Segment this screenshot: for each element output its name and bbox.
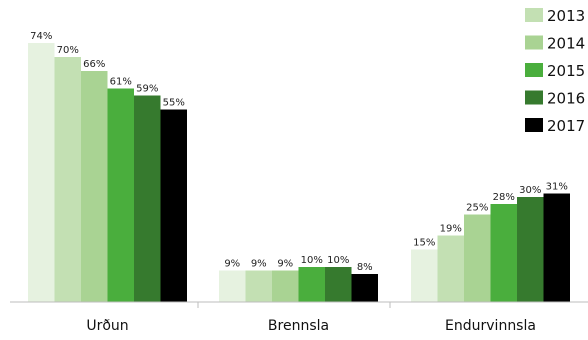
x-axis-separators xyxy=(197,302,391,308)
bar-endurvinnsla-2016 xyxy=(490,204,517,302)
value-label-brennsla-2016: 10% xyxy=(301,255,323,266)
bar-endurvinnsla-2015 xyxy=(464,214,491,302)
bars-layer xyxy=(28,43,570,302)
legend-swatch-2015 xyxy=(525,63,543,77)
value-label-brennsla-2015: 9% xyxy=(277,259,293,270)
value-label-endurvinnsla-2013: 15% xyxy=(413,238,435,249)
value-label-endurvinnsla-2018: 31% xyxy=(546,182,568,193)
bar-brennsla-2013 xyxy=(219,270,246,302)
bar-endurvinnsla-2013 xyxy=(411,249,438,302)
value-label-urðun-2014: 70% xyxy=(57,45,79,56)
value-label-urðun-2015: 66% xyxy=(83,59,105,70)
bar-brennsla-2014 xyxy=(245,270,272,302)
bar-urðun-2013 xyxy=(28,43,55,302)
bar-urðun-2014 xyxy=(54,57,81,302)
category-label-urðun: Urðun xyxy=(86,318,128,334)
legend-label-2017: 2017 xyxy=(547,117,585,135)
value-label-urðun-2013: 74% xyxy=(30,31,52,42)
value-label-endurvinnsla-2016: 28% xyxy=(493,192,515,203)
legend-label-2014: 2014 xyxy=(547,35,585,53)
category-labels-layer: Urðun Brennsla Endurvinnsla xyxy=(86,318,536,334)
bar-endurvinnsla-2018 xyxy=(543,193,570,302)
bar-urðun-2015 xyxy=(81,71,108,302)
bar-urðun-2017 xyxy=(134,95,161,302)
bar-brennsla-2015 xyxy=(272,270,299,302)
value-label-urðun-2017: 59% xyxy=(136,84,158,95)
legend-label-2013: 2013 xyxy=(547,7,585,25)
category-label-brennsla: Brennsla xyxy=(268,318,329,334)
value-label-endurvinnsla-2015: 25% xyxy=(466,203,488,214)
value-label-brennsla-2014: 9% xyxy=(251,259,267,270)
bar-brennsla-2017 xyxy=(325,267,352,302)
value-label-brennsla-2018: 8% xyxy=(357,262,373,273)
legend: 2013 2014 2015 2016 2017 xyxy=(525,7,585,135)
bar-brennsla-2018 xyxy=(351,274,378,302)
value-label-endurvinnsla-2014: 19% xyxy=(440,224,462,235)
bar-endurvinnsla-2014 xyxy=(437,235,464,302)
value-label-endurvinnsla-2017: 30% xyxy=(519,185,541,196)
bar-brennsla-2016 xyxy=(298,267,325,302)
legend-swatch-2013 xyxy=(525,8,543,22)
legend-label-2016: 2016 xyxy=(547,90,585,108)
legend-swatch-2016 xyxy=(525,90,543,105)
value-label-urðun-2016: 61% xyxy=(110,77,132,88)
value-label-urðun-2018: 55% xyxy=(163,98,185,109)
legend-swatch-2014 xyxy=(525,35,543,50)
legend-label-2015: 2015 xyxy=(547,62,585,80)
value-label-brennsla-2013: 9% xyxy=(224,259,240,270)
value-labels-layer: 74% 70% 66% 61% 59% 55% 9% 9% 9% 10% 10% 8% 15% 19% 25… xyxy=(30,31,568,273)
bar-urðun-2018 xyxy=(160,109,187,302)
value-label-brennsla-2017: 10% xyxy=(327,255,349,266)
bar-endurvinnsla-2017 xyxy=(517,197,544,302)
category-label-endurvinnsla: Endurvinnsla xyxy=(445,318,536,334)
legend-swatch-2017 xyxy=(525,118,543,132)
bar-urðun-2016 xyxy=(107,88,134,302)
